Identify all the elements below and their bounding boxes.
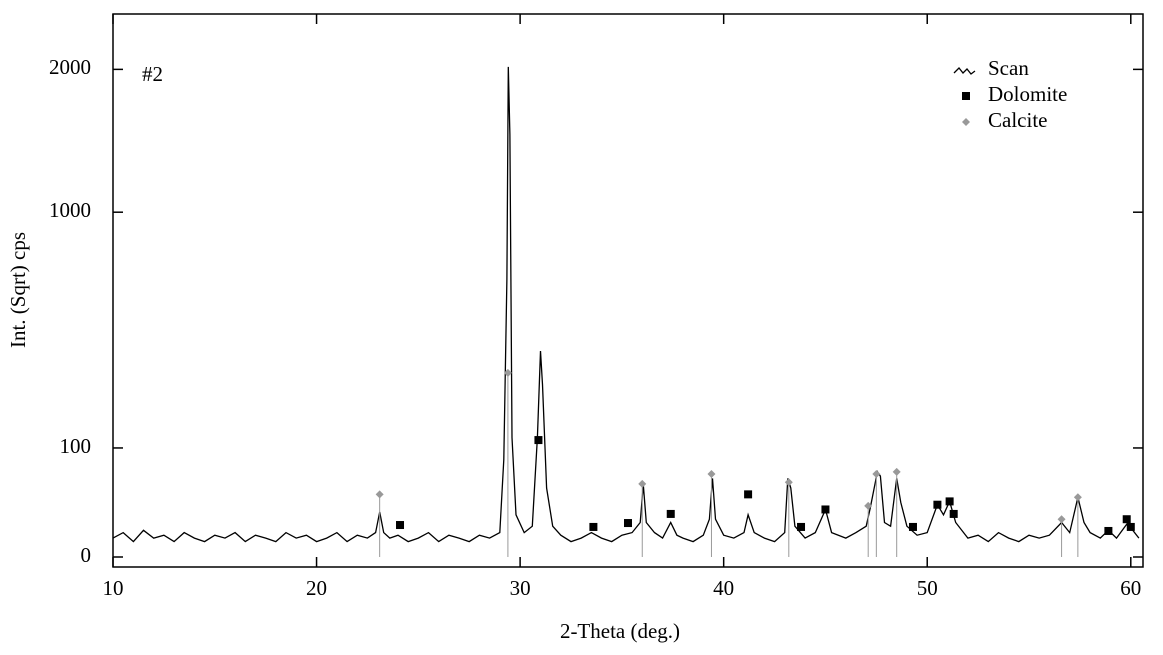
dolomite-marker — [534, 436, 543, 445]
dolomite-marker — [933, 500, 942, 509]
x-axis-title: 2-Theta (deg.) — [560, 619, 680, 643]
dolomite-marker — [744, 490, 753, 499]
y-tick-label: 2000 — [49, 55, 91, 79]
legend-label: Dolomite — [988, 82, 1067, 106]
y-tick-label: 0 — [81, 543, 92, 567]
calcite-marker — [872, 469, 881, 478]
dolomite-marker — [945, 497, 954, 506]
y-tick-label: 100 — [60, 434, 92, 458]
x-tick-label: 10 — [103, 576, 124, 600]
x-tick-label: 50 — [917, 576, 938, 600]
legend-swatch — [962, 118, 970, 126]
calcite-marker — [784, 478, 793, 487]
calcite-marker — [1057, 515, 1066, 524]
calcite-marker — [375, 490, 384, 499]
dolomite-marker — [624, 519, 632, 528]
plot-frame — [112, 13, 1144, 568]
legend-swatch — [953, 67, 976, 75]
dolomite-marker — [797, 522, 806, 531]
legend-label: Scan — [988, 56, 1029, 80]
dolomite-marker — [666, 509, 675, 518]
y-tick-label: 1000 — [49, 198, 91, 222]
y-axis-title: Int. (Sqrt) cps — [6, 232, 30, 348]
dolomite-marker — [821, 505, 830, 514]
dolomite-marker — [396, 521, 405, 530]
legend-label: Calcite — [988, 108, 1047, 132]
calcite-marker — [503, 368, 512, 377]
x-tick-label: 30 — [510, 576, 531, 600]
dolomite-marker — [1104, 526, 1113, 535]
x-tick-label: 20 — [306, 576, 327, 600]
calcite-marker — [864, 501, 873, 510]
dolomite-marker — [589, 522, 598, 531]
calcite-marker — [1073, 493, 1082, 502]
legend-swatch — [962, 92, 970, 100]
dolomite-marker — [908, 522, 917, 531]
x-tick-label: 40 — [713, 576, 734, 600]
x-tick-label: 60 — [1120, 576, 1141, 600]
dolomite-marker — [1126, 522, 1135, 531]
annotation: #2 — [142, 62, 163, 86]
dolomite-marker — [1122, 515, 1131, 524]
calcite-marker — [707, 469, 716, 478]
calcite-marker — [638, 479, 647, 488]
calcite-marker — [892, 467, 901, 476]
scan-line — [112, 66, 1140, 543]
dolomite-marker — [949, 509, 958, 518]
